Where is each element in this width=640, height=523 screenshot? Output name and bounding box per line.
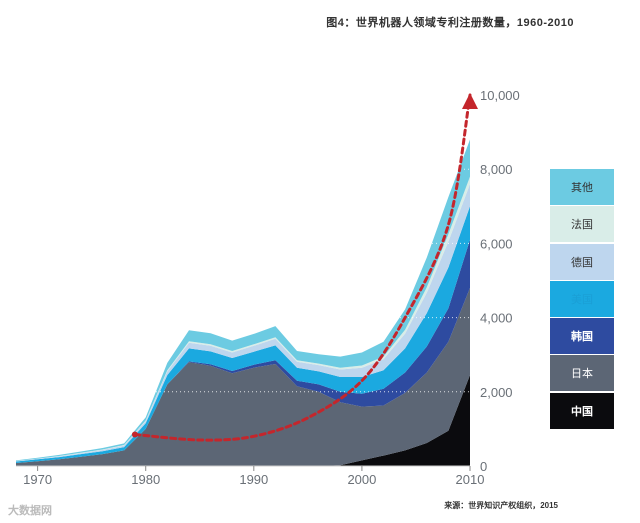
legend-label: 日本: [571, 368, 593, 381]
x-axis-ticks: 1970 1980 1990 2000 2010: [16, 465, 485, 487]
y-tick-label: 10,000: [480, 88, 520, 103]
x-tick-label: 1980: [131, 472, 160, 487]
legend-label: 法国: [571, 219, 593, 232]
trend-line-group: [131, 93, 478, 442]
legend-item: 日本: [550, 355, 614, 392]
y-axis-ticks: 0 2,000 4,000 6,000 8,000 10,000: [480, 88, 520, 474]
x-tick-label: 2000: [347, 472, 376, 487]
legend-item: 韩国: [550, 318, 614, 355]
legend-item: 其他: [550, 169, 614, 205]
area-series-中国: [16, 375, 470, 466]
trend-line: [133, 93, 472, 442]
area-series-日本: [16, 287, 470, 466]
x-tick-label: 1990: [239, 472, 268, 487]
legend: 其他法国德国美国韩国日本中国: [550, 169, 614, 430]
x-tick-label: 1970: [23, 472, 52, 487]
trend-arrowhead: [462, 93, 478, 109]
legend-label: 美国: [571, 293, 593, 306]
legend-item: 德国: [550, 243, 614, 280]
y-tick-label: 6,000: [480, 236, 513, 251]
source-note: 来源：世界知识产权组织，2015: [444, 501, 558, 510]
y-tick-label: 2,000: [480, 385, 513, 400]
y-tick-label: 0: [480, 459, 487, 474]
legend-label: 其他: [571, 182, 593, 194]
watermark: 大数据网: [8, 505, 52, 517]
trend-start-dot: [131, 431, 138, 438]
legend-item: 中国: [550, 392, 614, 429]
y-tick-label: 4,000: [480, 311, 513, 326]
stacked-areas: [16, 139, 470, 466]
legend-label: 德国: [571, 256, 593, 269]
legend-label: 中国: [571, 405, 593, 418]
chart-title: 图4：世界机器人领域专利注册数量，1960-2010: [326, 17, 574, 29]
y-tick-label: 8,000: [480, 162, 513, 177]
legend-item: 美国: [550, 280, 614, 317]
legend-item: 法国: [550, 206, 614, 243]
x-tick-label: 2010: [456, 472, 485, 487]
legend-label: 韩国: [571, 331, 593, 344]
